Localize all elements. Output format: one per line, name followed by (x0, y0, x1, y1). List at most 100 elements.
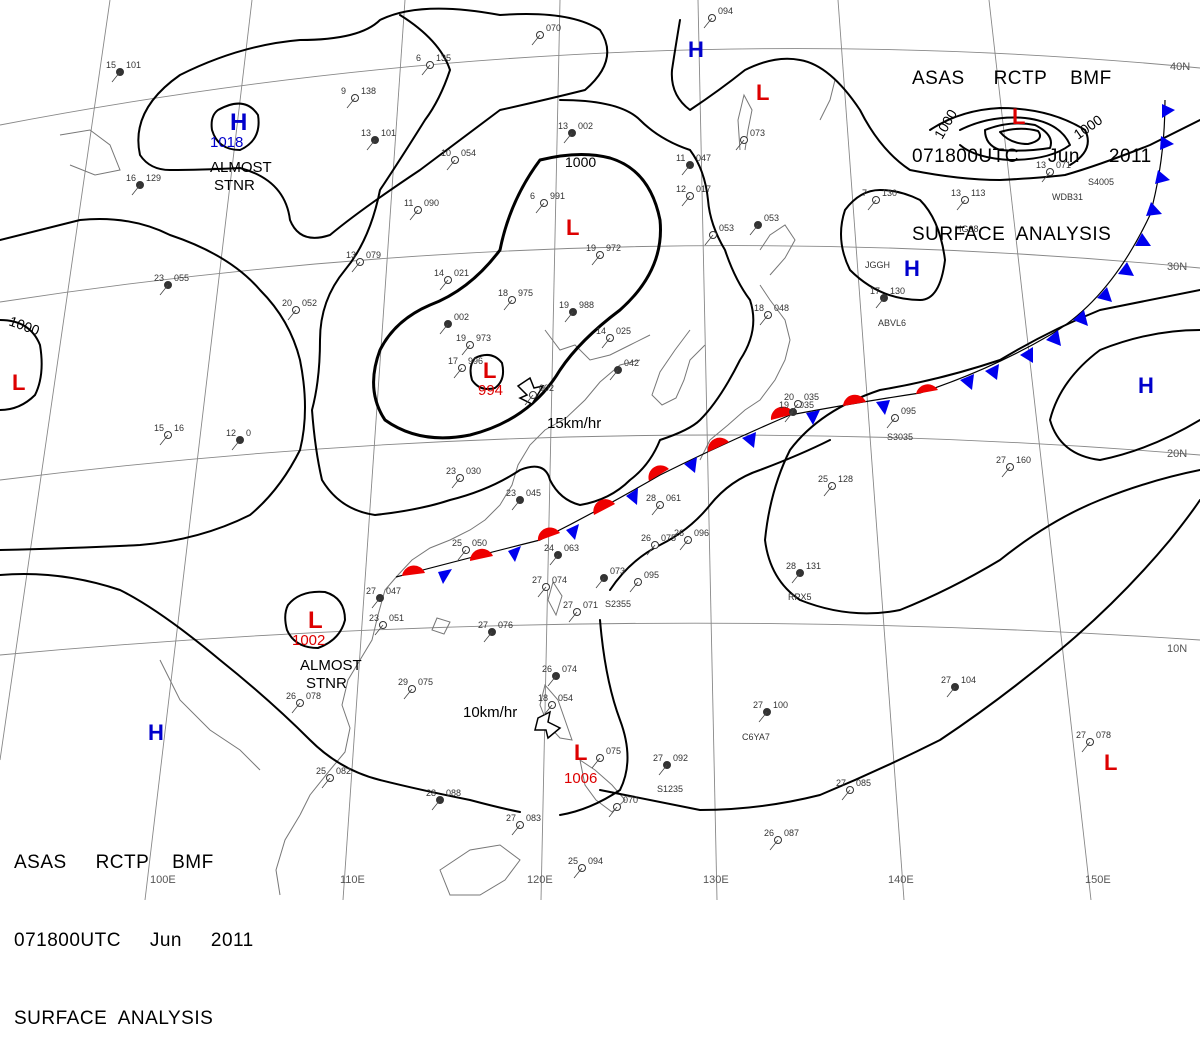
station-plot: 14 025 (596, 326, 631, 349)
station-plot: 6 991 (530, 191, 565, 214)
low-center-central: L (566, 215, 579, 240)
station-pressure: 073 (750, 128, 765, 138)
station-temp: 26 (542, 664, 552, 674)
wind-barb (573, 867, 583, 879)
station-temp: 11 (404, 198, 413, 208)
lat-label-30n: 30N (1167, 261, 1187, 273)
station-plot: 13 079 (346, 250, 381, 273)
station-pressure: 090 (424, 198, 439, 208)
wind-barb (591, 254, 601, 266)
station-plot: 25 082 (316, 766, 351, 789)
station-pressure: 130 (882, 188, 897, 198)
wind-barb (453, 367, 463, 379)
station-plot: 27 047 (366, 586, 401, 609)
station-temp: 23 (506, 488, 516, 498)
header-top-right: ASAS RCTP BMF 071800UTC Jun 2011 SURFACE… (912, 14, 1152, 274)
station-pressure: 079 (366, 250, 381, 260)
wind-barb (875, 297, 885, 309)
isobar-high-1018 (210, 102, 260, 151)
station-plot: 19 973 (456, 333, 491, 356)
isobar-low-994 (469, 353, 505, 390)
station-plot: 26 074 (542, 664, 577, 687)
station-temp: 27 (563, 600, 573, 610)
station-plot: 27 100 (753, 700, 788, 723)
wind-barb (547, 675, 557, 687)
station-temp: 13 (361, 128, 371, 138)
isobar-north-low-inner1 (959, 116, 1071, 161)
station-plot: 28 088 (426, 788, 461, 811)
wind-barb (231, 439, 241, 451)
isobar-pacific (764, 289, 1200, 615)
station-pressure: 078 (1096, 730, 1111, 740)
station-plot: 053 (704, 223, 734, 246)
motion-arrow-994 (516, 376, 545, 405)
station-pressure: 047 (696, 153, 711, 163)
wind-barb (511, 824, 521, 836)
station-pressure: 100 (773, 700, 788, 710)
ship-id: S2355 (605, 599, 631, 609)
parallel-30n (0, 245, 1200, 303)
station-pressure: 071 (583, 600, 598, 610)
station-pressure: 130 (890, 286, 905, 296)
station-pressure: 101 (381, 128, 396, 138)
ship-id: ABVL6 (878, 318, 906, 328)
station-temp: 27 (836, 778, 846, 788)
station-plot: 042 (609, 358, 639, 381)
wind-barb (758, 711, 768, 723)
coast-indochina (299, 574, 399, 816)
station-temp: 10 (441, 148, 451, 158)
station-temp: 28 (426, 788, 436, 798)
station-plot: 27 083 (506, 813, 541, 836)
station-plot: 27 092 (653, 753, 688, 776)
station-temp: 14 (596, 326, 606, 336)
station-plot: 19 988 (559, 300, 594, 323)
ship-ids: JGGH ABVL6 S4005 WDB31 C6YA7 S3035 S1235 S2355 R… (605, 177, 1114, 794)
station-pressure: 055 (174, 273, 189, 283)
station-pressure: 129 (146, 173, 161, 183)
station-plot: 002 (524, 383, 554, 406)
station-pressure: 002 (578, 121, 593, 131)
meridian-90e (0, 0, 111, 761)
station-temp: 12 (226, 428, 236, 438)
coast-kamchatka (819, 79, 836, 121)
wind-barb (524, 394, 534, 406)
isobar-1000-low-994 (372, 152, 662, 440)
header-bottom-left: ASAS RCTP BMF 071800UTC Jun 2011 SURFACE… (14, 798, 254, 1058)
isobar-west-1000 (0, 319, 43, 411)
wind-barb (956, 199, 966, 211)
coast-borneo (439, 844, 521, 896)
station-temp: 25 (452, 538, 462, 548)
station-temp: 25 (818, 474, 828, 484)
station-pressure: 047 (386, 586, 401, 596)
wind-barb (651, 504, 661, 516)
wind-barb (608, 806, 618, 818)
station-temp: 27 (532, 575, 542, 585)
low-center-1002-value: 1002 (292, 632, 325, 649)
wind-barb (563, 132, 573, 144)
wind-barb (735, 139, 745, 151)
meridian-140e (837, 0, 905, 900)
latitude-labels: 40N 30N 20N 10N (1167, 61, 1190, 655)
coast-philippines-luzon (539, 683, 573, 741)
note-almost-stnr-1018: ALMOST STNR (210, 159, 272, 194)
wind-barb (346, 97, 356, 109)
station-pressure: 094 (718, 6, 733, 16)
wind-barb (646, 544, 656, 556)
station-plot: 26 087 (764, 828, 799, 851)
station-pressure: 002 (539, 383, 554, 393)
station-plot: 18 975 (498, 288, 533, 311)
wind-barb (439, 323, 449, 335)
low-center-northeast: L (756, 80, 769, 105)
station-temp: 18 (498, 288, 508, 298)
lon-label-130e: 130E (703, 874, 729, 886)
high-center-1018: H (230, 109, 247, 136)
station-temp: 27 (366, 586, 376, 596)
station-plot: 15 101 (106, 60, 141, 83)
wind-barb (609, 369, 619, 381)
wind-barb (287, 309, 297, 321)
station-temp: 11 (676, 153, 685, 163)
wind-barb (543, 704, 553, 716)
wind-barb (759, 314, 769, 326)
station-plot: 10 054 (441, 148, 476, 171)
station-plot: 20 052 (282, 298, 317, 321)
